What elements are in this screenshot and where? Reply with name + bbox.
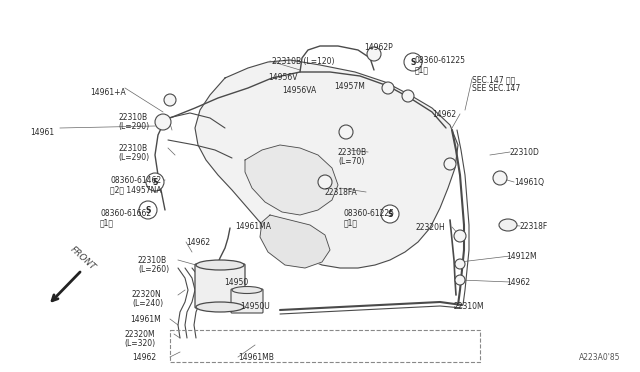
Circle shape — [155, 114, 171, 130]
Text: 14961MB: 14961MB — [238, 353, 274, 362]
Text: 22318FA: 22318FA — [325, 188, 358, 197]
Circle shape — [455, 275, 465, 285]
Ellipse shape — [499, 219, 517, 231]
Text: (L=320): (L=320) — [124, 339, 155, 348]
Circle shape — [404, 53, 422, 71]
Text: (L=290): (L=290) — [118, 122, 149, 131]
Text: 22310B: 22310B — [118, 113, 147, 122]
Text: 22320M: 22320M — [124, 330, 155, 339]
Text: 14962: 14962 — [132, 353, 156, 362]
Circle shape — [164, 94, 176, 106]
Text: (L=70): (L=70) — [338, 157, 364, 166]
Text: 14961+A: 14961+A — [90, 88, 125, 97]
Circle shape — [493, 171, 507, 185]
Text: 22310M: 22310M — [454, 302, 484, 311]
FancyBboxPatch shape — [231, 289, 263, 313]
Circle shape — [455, 259, 465, 269]
Circle shape — [402, 90, 414, 102]
Circle shape — [454, 230, 466, 242]
Text: (L=290): (L=290) — [118, 153, 149, 162]
Text: 14950: 14950 — [224, 278, 248, 287]
Text: 08360-61225: 08360-61225 — [344, 209, 395, 218]
Ellipse shape — [232, 286, 262, 294]
Text: 14956V: 14956V — [268, 73, 298, 82]
Text: 14961MA: 14961MA — [235, 222, 271, 231]
Circle shape — [318, 175, 332, 189]
Text: A223A0'85: A223A0'85 — [579, 353, 620, 362]
Text: 14962: 14962 — [432, 110, 456, 119]
Text: 14962: 14962 — [506, 278, 530, 287]
Text: 22318F: 22318F — [520, 222, 548, 231]
Text: FRONT: FRONT — [68, 245, 97, 272]
Text: 22320H: 22320H — [416, 223, 445, 232]
Text: 。2〃 14957NA: 。2〃 14957NA — [110, 185, 162, 194]
Text: 14956VA: 14956VA — [282, 86, 316, 95]
Text: 14957M: 14957M — [334, 82, 365, 91]
Text: 。1〃: 。1〃 — [344, 218, 358, 227]
Text: SEC.147 参照: SEC.147 参照 — [472, 75, 515, 84]
Circle shape — [381, 205, 399, 223]
Circle shape — [444, 158, 456, 170]
Text: 22310B (L=120): 22310B (L=120) — [272, 57, 335, 66]
FancyBboxPatch shape — [195, 264, 245, 308]
Text: S: S — [387, 209, 393, 218]
Text: 14961M: 14961M — [130, 315, 161, 324]
Circle shape — [339, 125, 353, 139]
Polygon shape — [260, 215, 330, 268]
Text: SEE SEC.147: SEE SEC.147 — [472, 84, 520, 93]
Circle shape — [367, 47, 381, 61]
Text: 。1〃: 。1〃 — [415, 65, 429, 74]
Text: 22310D: 22310D — [510, 148, 540, 157]
Text: 14962: 14962 — [186, 238, 210, 247]
Text: 22310B: 22310B — [118, 144, 147, 153]
Text: 22320N: 22320N — [132, 290, 162, 299]
Circle shape — [139, 201, 157, 219]
Bar — [170, 330, 480, 362]
Text: 08360-61225: 08360-61225 — [415, 56, 466, 65]
Text: 22310B: 22310B — [338, 148, 367, 157]
Polygon shape — [195, 60, 458, 268]
Text: 14962P: 14962P — [364, 43, 393, 52]
Ellipse shape — [196, 302, 244, 312]
Text: S: S — [410, 58, 416, 67]
Text: 14950U: 14950U — [240, 302, 269, 311]
Text: S: S — [152, 177, 157, 186]
Text: 22310B: 22310B — [138, 256, 167, 265]
Text: (L=260): (L=260) — [138, 265, 169, 274]
Text: 14961Q: 14961Q — [514, 178, 544, 187]
Text: 08360-61462: 08360-61462 — [110, 176, 161, 185]
Text: 14912M: 14912M — [506, 252, 536, 261]
Text: 。1〃: 。1〃 — [100, 218, 114, 227]
Text: (L=240): (L=240) — [132, 299, 163, 308]
Ellipse shape — [196, 260, 244, 270]
Text: 08360-61662: 08360-61662 — [100, 209, 151, 218]
Circle shape — [382, 82, 394, 94]
Circle shape — [146, 173, 164, 191]
Text: 14961: 14961 — [30, 128, 54, 137]
Text: S: S — [145, 205, 150, 215]
Polygon shape — [245, 145, 338, 215]
